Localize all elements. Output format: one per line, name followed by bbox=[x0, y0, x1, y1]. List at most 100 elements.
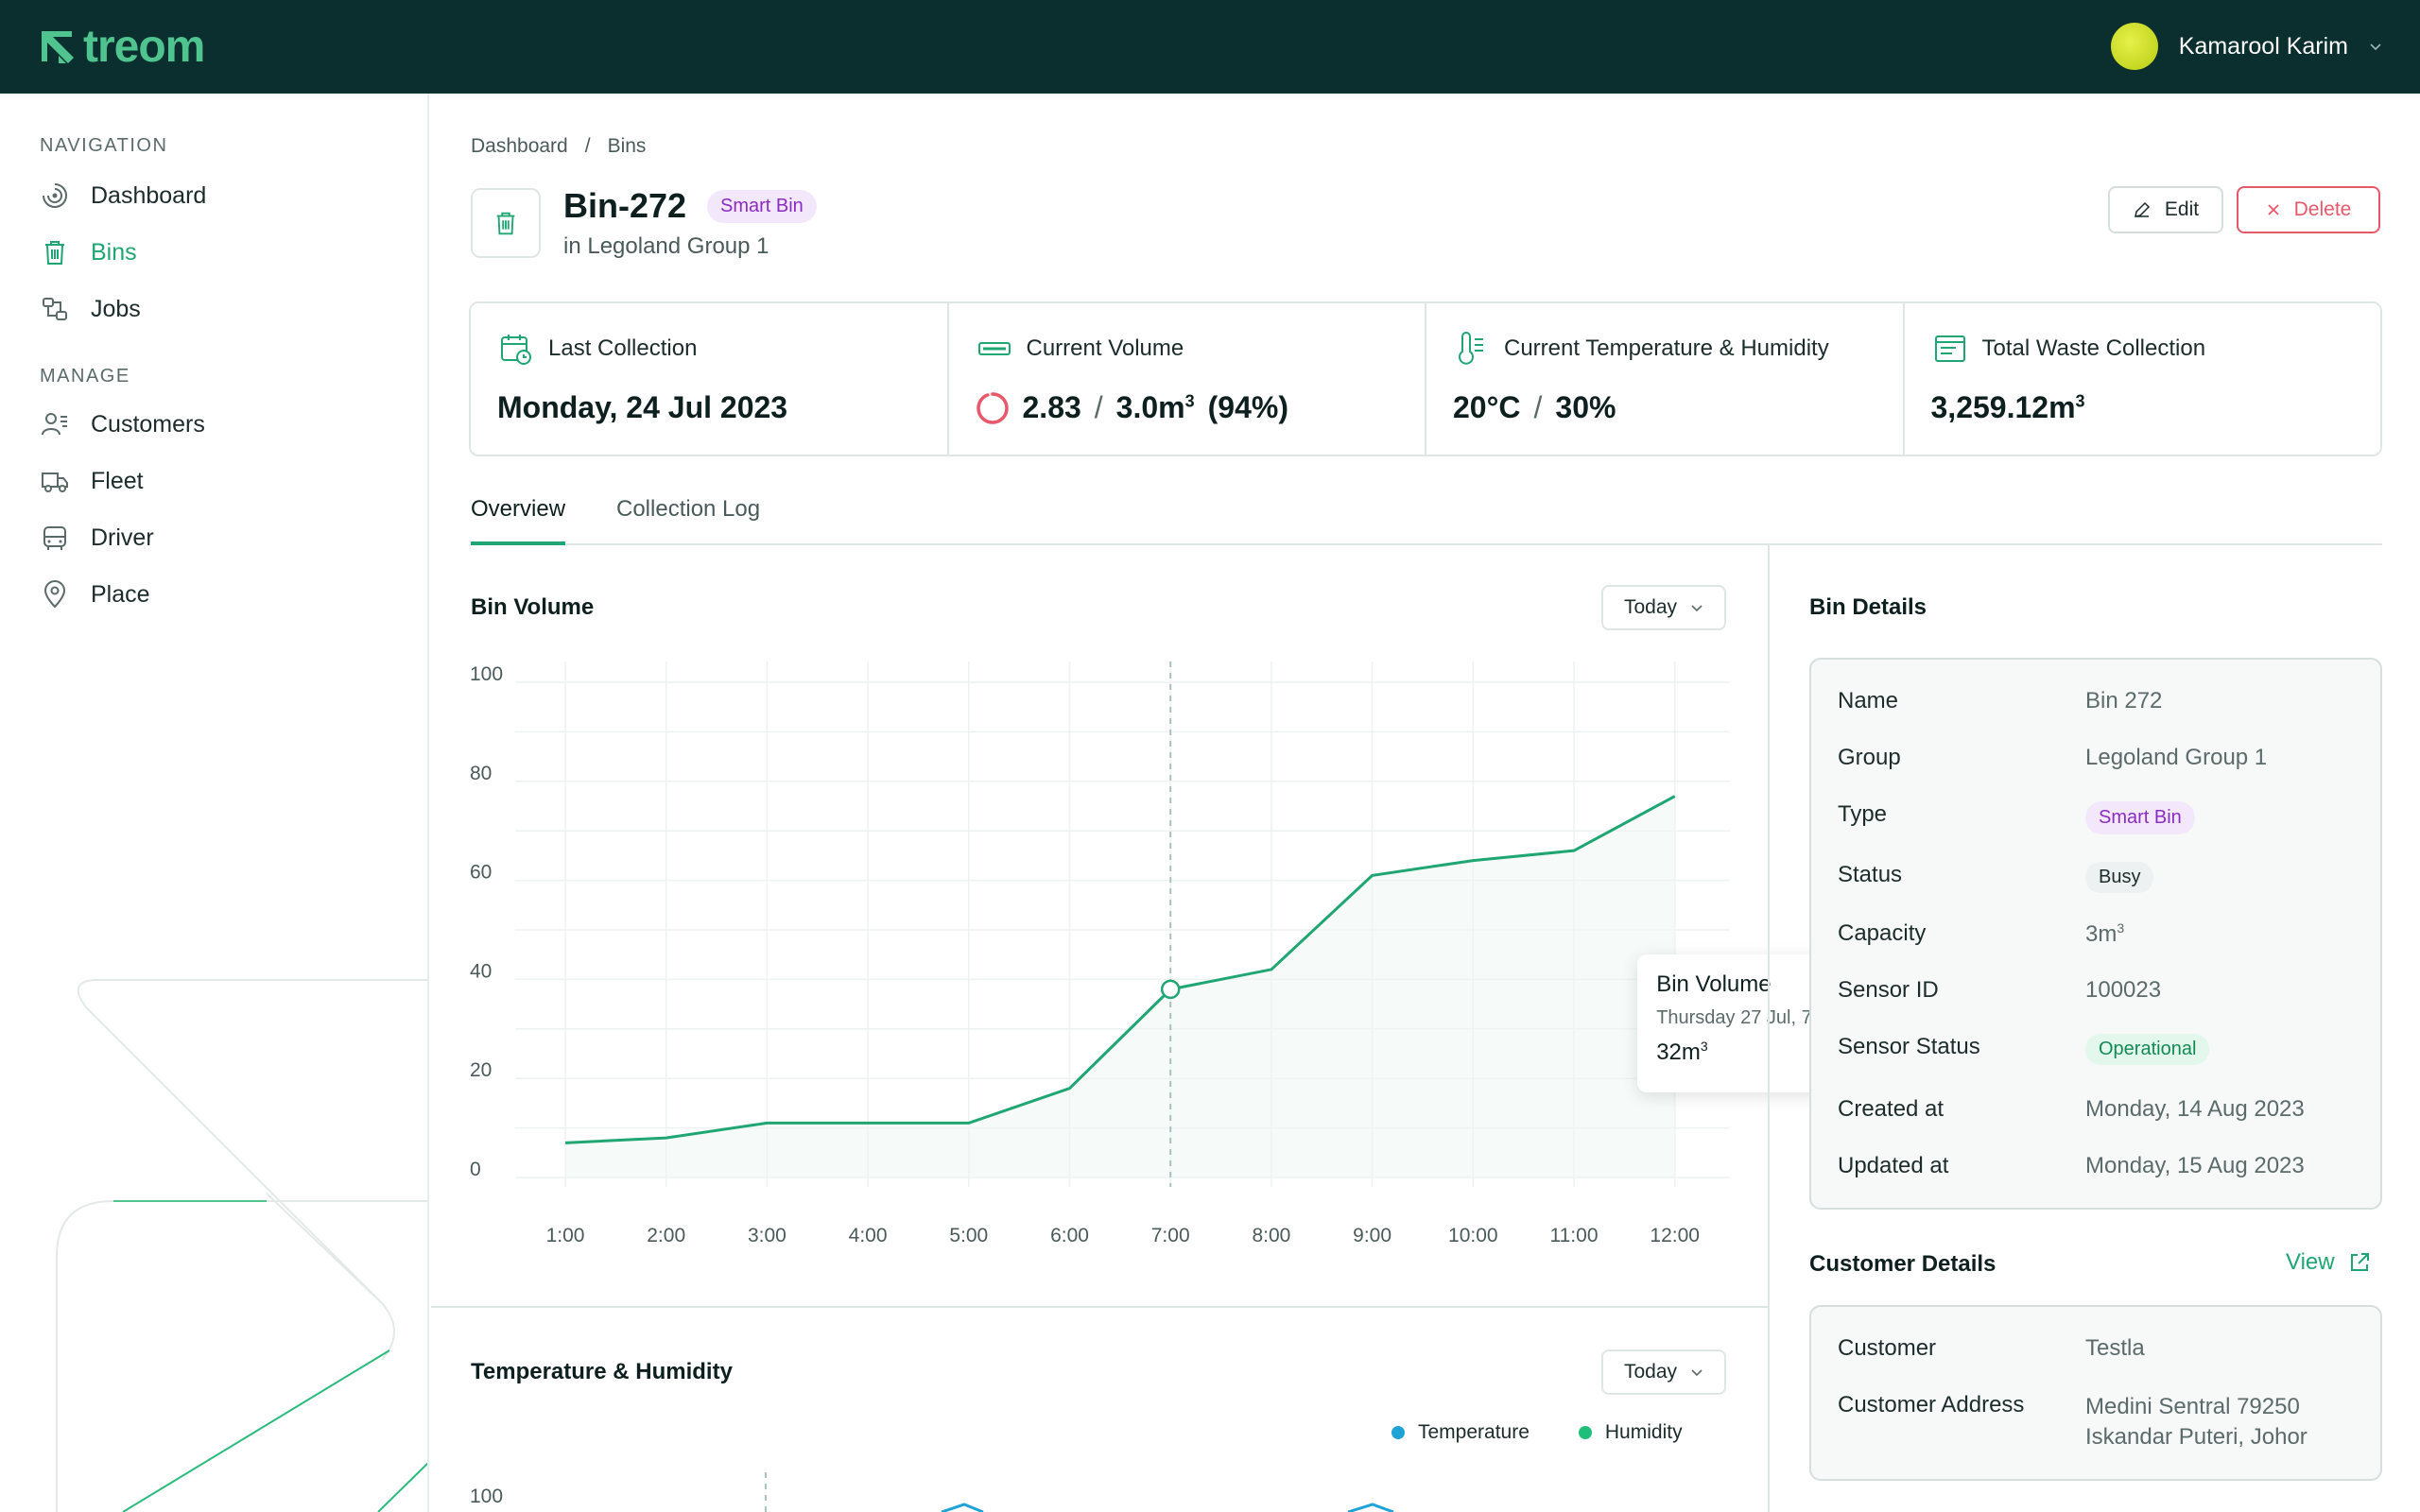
logo[interactable]: treom bbox=[40, 22, 205, 72]
x-tick-label: 2:00 bbox=[647, 1225, 685, 1246]
calendar-clock-icon bbox=[501, 335, 531, 365]
volume-line bbox=[564, 795, 1676, 1144]
total-waste-value: 3,259.12m bbox=[1930, 390, 2076, 424]
logo-text: treom bbox=[83, 22, 205, 72]
page-subtitle: in Legoland Group 1 bbox=[563, 233, 769, 259]
breadcrumb-bins[interactable]: Bins bbox=[607, 135, 647, 157]
sidebar-item-label: Driver bbox=[91, 524, 154, 551]
panel-divider bbox=[1768, 545, 1770, 1512]
x-tick-label: 10:00 bbox=[1448, 1225, 1498, 1246]
edit-button[interactable]: Edit bbox=[2108, 186, 2223, 233]
breadcrumb-dashboard[interactable]: Dashboard bbox=[471, 135, 568, 157]
volume-range-select[interactable]: Today bbox=[1601, 585, 1726, 630]
unit-superscript: 3 bbox=[1184, 391, 1195, 411]
sidebar-item-driver[interactable]: Driver bbox=[40, 519, 154, 557]
temp-humidity-title: Temperature & Humidity bbox=[471, 1359, 733, 1384]
detail-row-status: Status Busy bbox=[1838, 862, 2361, 893]
detail-row-sensor-id: Sensor ID 100023 bbox=[1838, 977, 2361, 1004]
sidebar: NAVIGATION Dashboard Bins Jobs MANAGE Cu… bbox=[0, 94, 429, 1512]
chart-divider bbox=[431, 1306, 1770, 1308]
detail-label: Updated at bbox=[1838, 1153, 1949, 1178]
value-separator: / bbox=[1533, 390, 1543, 424]
y-tick-label: 40 bbox=[470, 960, 492, 982]
chevron-down-icon[interactable] bbox=[2369, 42, 2382, 51]
data-point[interactable] bbox=[1269, 967, 1274, 972]
x-tick-label: 7:00 bbox=[1151, 1225, 1190, 1246]
stat-label: Total Waste Collection bbox=[1981, 335, 2206, 361]
data-point[interactable] bbox=[1370, 872, 1375, 878]
delete-button[interactable]: Delete bbox=[2237, 186, 2380, 233]
detail-label: Group bbox=[1838, 745, 1901, 770]
volume-percent: (94%) bbox=[1207, 390, 1288, 424]
avatar[interactable] bbox=[2110, 23, 2158, 70]
tab-overview[interactable]: Overview bbox=[471, 496, 566, 545]
sidebar-item-bins[interactable]: Bins bbox=[40, 233, 137, 271]
data-point[interactable] bbox=[664, 1135, 669, 1141]
customer-details-card: Customer Testla Customer Address Medini S… bbox=[1809, 1305, 2382, 1481]
data-point[interactable] bbox=[1470, 858, 1476, 864]
stat-label: Last Collection bbox=[548, 335, 698, 361]
y-tick-label: 60 bbox=[470, 862, 492, 884]
tab-collection-log[interactable]: Collection Log bbox=[616, 496, 761, 522]
close-icon bbox=[2268, 204, 2279, 215]
breadcrumb-separator: / bbox=[584, 135, 591, 157]
sidebar-item-dashboard[interactable]: Dashboard bbox=[40, 177, 206, 215]
data-point[interactable] bbox=[1571, 848, 1577, 853]
data-point[interactable] bbox=[1067, 1086, 1073, 1091]
view-customer-link[interactable]: View bbox=[2286, 1249, 2371, 1276]
detail-row-customer: Customer Testla bbox=[1838, 1335, 2361, 1362]
select-value: Today bbox=[1623, 596, 1678, 618]
detail-label: Created at bbox=[1838, 1096, 1945, 1122]
detail-row-capacity: Capacity 3m3 bbox=[1838, 920, 2361, 948]
sidebar-item-place[interactable]: Place bbox=[40, 576, 150, 613]
delete-label: Delete bbox=[2293, 198, 2352, 220]
x-tick-label: 12:00 bbox=[1650, 1225, 1700, 1246]
detail-label: Status bbox=[1838, 862, 1903, 887]
detail-value: 100023 bbox=[2085, 977, 2162, 1003]
data-point[interactable] bbox=[562, 1140, 568, 1145]
user-menu[interactable]: Kamarool Karim bbox=[2110, 23, 2382, 70]
edit-label: Edit bbox=[2164, 198, 2200, 220]
detail-value: Monday, 15 Aug 2023 bbox=[2085, 1153, 2305, 1178]
manage-section-label: MANAGE bbox=[40, 366, 130, 387]
x-tick-label: 5:00 bbox=[949, 1225, 988, 1246]
x-tick-label: 6:00 bbox=[1050, 1225, 1089, 1246]
detail-row-group: Group Legoland Group 1 bbox=[1838, 745, 2361, 771]
document-icon bbox=[1934, 335, 1965, 362]
detail-value: Testla bbox=[2085, 1335, 2145, 1361]
thermometer-icon bbox=[1459, 332, 1483, 365]
data-point[interactable] bbox=[865, 1120, 871, 1125]
top-bar: treom Kamarool Karim bbox=[0, 0, 2420, 94]
chevron-down-icon bbox=[1691, 1369, 1703, 1377]
y-tick-label: 80 bbox=[470, 763, 492, 784]
sidebar-item-customers[interactable]: Customers bbox=[40, 405, 205, 443]
sidebar-item-jobs[interactable]: Jobs bbox=[40, 290, 141, 328]
bin-details-title: Bin Details bbox=[1809, 594, 1927, 620]
address-line-2: Iskandar Puteri, Johor bbox=[2085, 1424, 2308, 1450]
highlighted-data-point[interactable] bbox=[1160, 979, 1181, 1000]
detail-row-sensor-status: Sensor Status Operational bbox=[1838, 1034, 2361, 1065]
data-point[interactable] bbox=[764, 1120, 769, 1125]
value-separator: / bbox=[1094, 390, 1103, 424]
detail-label: Name bbox=[1838, 688, 1899, 713]
data-point[interactable] bbox=[1672, 794, 1678, 799]
data-point[interactable] bbox=[966, 1120, 972, 1125]
detail-value: Monday, 14 Aug 2023 bbox=[2085, 1096, 2305, 1122]
x-tick-label: 4:00 bbox=[849, 1225, 888, 1246]
tooltip-value: 32m bbox=[1656, 1039, 1701, 1065]
pin-icon bbox=[43, 580, 66, 609]
volume-progress-ring bbox=[976, 391, 1009, 424]
detail-row-type: Type Smart Bin bbox=[1838, 801, 2361, 834]
detail-row-address: Customer Address Medini Sentral 79250 Isk… bbox=[1838, 1392, 2361, 1452]
customers-icon bbox=[42, 413, 67, 436]
stat-current-volume: Current Volume 2.83 / 3.0m3 (94%) bbox=[949, 303, 1426, 455]
detail-label: Customer bbox=[1838, 1335, 1937, 1361]
sidebar-item-label: Dashboard bbox=[91, 181, 207, 209]
temperature-legend-dot bbox=[1392, 1426, 1405, 1439]
temp-range-select[interactable]: Today bbox=[1601, 1349, 1726, 1395]
legend-humidity: Humidity bbox=[1604, 1421, 1683, 1443]
bin-details-card: Name Bin 272 Group Legoland Group 1 Type Sm… bbox=[1809, 658, 2382, 1210]
sidebar-item-label: Customers bbox=[91, 410, 205, 438]
sidebar-item-fleet[interactable]: Fleet bbox=[40, 462, 144, 500]
detail-value: Bin 272 bbox=[2085, 688, 2163, 713]
